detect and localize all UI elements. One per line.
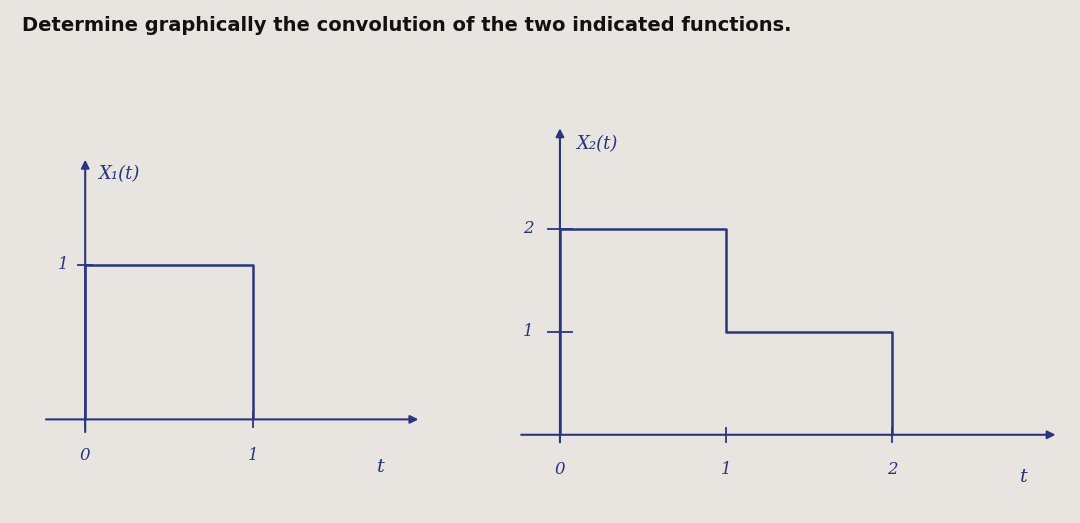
Text: t: t [1020,468,1027,486]
Text: 2: 2 [887,461,897,477]
Text: 1: 1 [523,323,534,340]
Text: Determine graphically the convolution of the two indicated functions.: Determine graphically the convolution of… [22,16,791,35]
Text: 1: 1 [57,256,68,274]
Text: X₂(t): X₂(t) [577,135,618,153]
Text: 0: 0 [80,447,91,464]
Text: 1: 1 [720,461,731,477]
Text: 2: 2 [523,220,534,237]
Text: 0: 0 [555,461,565,477]
Text: 1: 1 [248,447,258,464]
Text: X₁(t): X₁(t) [98,165,140,183]
Text: t: t [377,458,384,476]
